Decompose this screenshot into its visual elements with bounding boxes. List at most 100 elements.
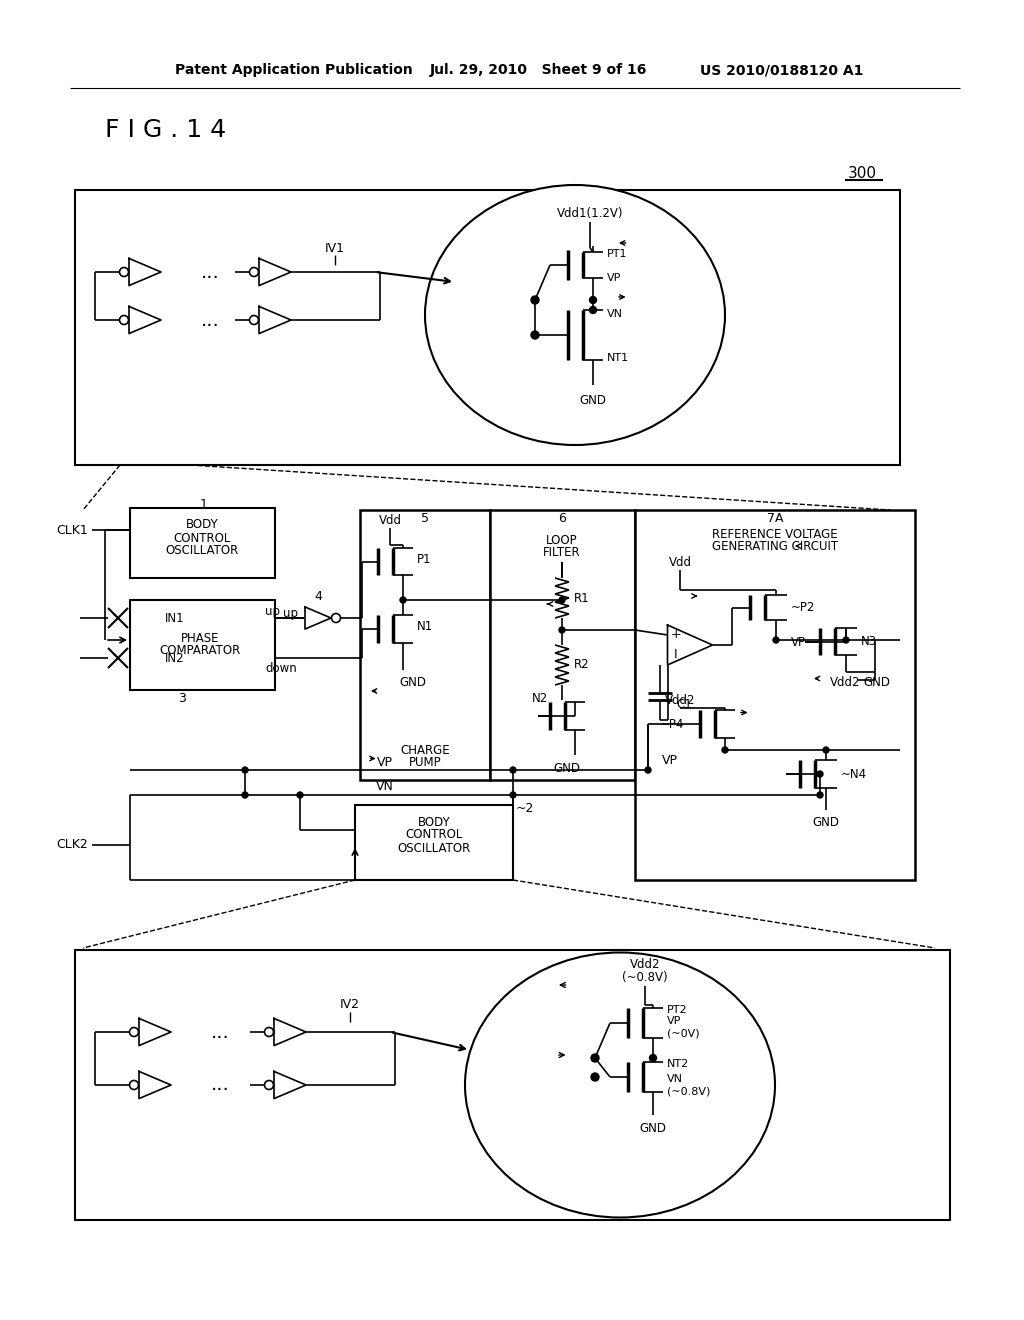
Text: 4: 4 [314,590,322,603]
Text: PHASE: PHASE [181,631,219,644]
Text: ...: ... [201,263,219,281]
Circle shape [817,792,823,799]
Circle shape [531,296,539,304]
Circle shape [531,331,539,339]
Text: CONTROL: CONTROL [406,829,463,842]
Circle shape [297,792,303,799]
Circle shape [510,792,516,799]
Polygon shape [668,624,713,665]
Circle shape [120,315,128,325]
Polygon shape [129,306,161,334]
Circle shape [645,767,651,774]
Text: GND: GND [812,816,840,829]
Bar [130,601,275,690]
Text: (~0.8V): (~0.8V) [623,972,668,985]
Circle shape [559,627,565,634]
Circle shape [250,268,258,276]
Circle shape [591,1073,599,1081]
Polygon shape [305,607,331,630]
Text: US 2010/0188120 A1: US 2010/0188120 A1 [700,63,863,77]
Text: down: down [265,661,297,675]
Circle shape [264,1081,273,1089]
Text: IN2: IN2 [165,652,184,664]
Polygon shape [274,1019,306,1045]
Text: N1: N1 [417,620,433,634]
Polygon shape [274,1072,306,1098]
Circle shape [559,597,565,603]
Text: +: + [670,628,681,642]
Text: NT2: NT2 [667,1059,689,1069]
Text: VN: VN [667,1074,683,1084]
Text: 6: 6 [558,511,566,524]
Text: BODY: BODY [185,519,218,532]
Text: LOOP: LOOP [546,533,578,546]
Text: Vdd1(1.2V): Vdd1(1.2V) [557,206,624,219]
Text: CLK2: CLK2 [56,838,88,851]
Text: VP: VP [377,755,393,768]
Text: ...: ... [211,1076,229,1094]
Text: Vdd2: Vdd2 [665,693,695,706]
Circle shape [590,297,597,304]
Circle shape [590,306,597,314]
Circle shape [264,1027,273,1036]
Text: 3: 3 [178,692,186,705]
Text: ...: ... [201,310,219,330]
Circle shape [823,747,829,752]
Circle shape [250,315,258,325]
Text: GND: GND [863,676,890,689]
Text: PT2: PT2 [667,1005,688,1015]
Circle shape [129,1081,138,1089]
Text: VN: VN [607,309,623,319]
Text: F I G . 1 4: F I G . 1 4 [105,117,226,143]
Text: up: up [265,606,280,619]
Text: Patent Application Publication: Patent Application Publication [175,63,413,77]
Text: R2: R2 [574,659,590,672]
Text: PT1: PT1 [607,249,628,259]
Bar [490,510,635,780]
Text: GENERATING CIRCUIT: GENERATING CIRCUIT [712,540,838,553]
Circle shape [332,614,341,623]
Circle shape [817,771,823,777]
Text: IN1: IN1 [165,611,184,624]
Circle shape [591,1053,599,1063]
Text: C1: C1 [676,698,692,711]
Text: P1: P1 [417,553,431,566]
Circle shape [510,767,516,774]
Text: VP: VP [607,273,622,282]
Text: VP: VP [662,754,678,767]
Text: (~0.8V): (~0.8V) [667,1086,711,1096]
Bar [635,510,915,880]
Text: IV1: IV1 [325,242,345,255]
Text: REFERENCE VOLTAGE: REFERENCE VOLTAGE [712,528,838,541]
Text: GND: GND [640,1122,667,1134]
Circle shape [400,597,406,603]
Text: Vdd: Vdd [669,556,691,569]
Ellipse shape [425,185,725,445]
Text: VP: VP [791,635,806,648]
Text: N2: N2 [531,692,548,705]
Text: 5: 5 [421,511,429,524]
Text: 7A: 7A [767,511,783,524]
Polygon shape [259,306,291,334]
Text: GND: GND [554,762,581,775]
Text: OSCILLATOR: OSCILLATOR [165,544,239,557]
Text: FILTER: FILTER [543,545,581,558]
Polygon shape [139,1072,171,1098]
Bar [75,950,950,1220]
Circle shape [120,268,128,276]
Text: ~P4: ~P4 [659,718,684,730]
Text: PUMP: PUMP [409,755,441,768]
Text: ...: ... [211,1023,229,1041]
Text: (~0V): (~0V) [667,1028,699,1038]
Text: Vdd2: Vdd2 [829,676,860,689]
Text: IV2: IV2 [340,998,360,1011]
Circle shape [722,747,728,752]
Text: 1: 1 [200,498,208,511]
Bar [355,805,513,880]
Text: R1: R1 [574,591,590,605]
Circle shape [129,1027,138,1036]
Polygon shape [139,1019,171,1045]
Text: N3: N3 [861,635,878,648]
Text: Vdd2: Vdd2 [630,958,660,972]
Text: VN: VN [376,780,394,793]
